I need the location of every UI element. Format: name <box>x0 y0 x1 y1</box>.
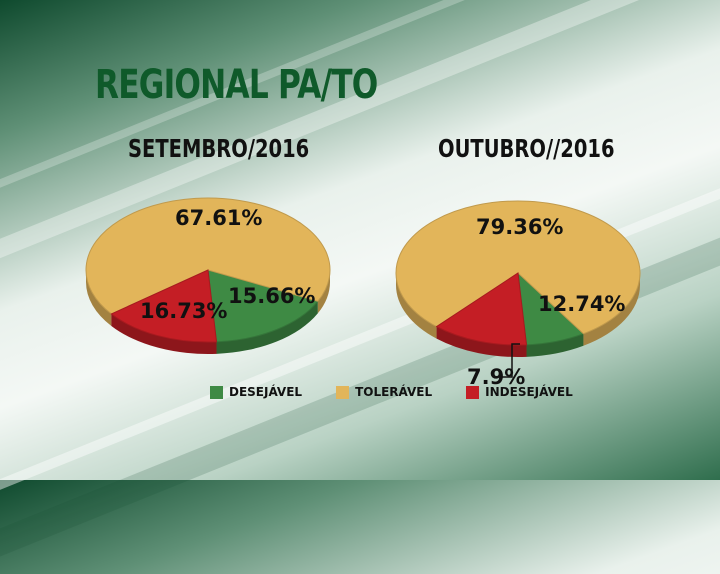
pie-slice-indesejável <box>435 272 528 346</box>
pie-slice-side-1 <box>317 270 330 314</box>
pie-slice-side-1 <box>86 270 112 326</box>
pie-slice-side-1 <box>396 273 437 339</box>
legend-label-toleravel: TOLERÁVEL <box>355 385 433 399</box>
legend-swatch-toleravel <box>336 385 350 399</box>
legend: DESEJÁVEL TOLERÁVEL INDESEJÁVEL <box>210 385 573 399</box>
legend-label-desejavel: DESEJÁVEL <box>229 385 303 399</box>
pie-slice-side-0 <box>216 301 318 354</box>
pie-slice-desejável <box>207 269 319 343</box>
pie-data-label: 12.74% <box>538 292 625 316</box>
leader-line <box>502 343 520 378</box>
legend-swatch-indesejavel <box>466 385 480 399</box>
pie-slice-side-0 <box>526 333 584 357</box>
legend-swatch-desejavel <box>210 385 223 399</box>
pie-charts: 16.73% 67.61% 15.66% 7.9% 79.36% 12.74% <box>85 197 641 389</box>
legend-item-indesejavel: INDESEJÁVEL <box>466 385 573 399</box>
pie-slice-tolerável <box>85 197 331 315</box>
pie-slice-indesejável <box>110 269 218 343</box>
pie-chart-0: 16.73% 67.61% 15.66% <box>85 197 331 354</box>
page-title: REGIONAL PA/TO <box>95 62 378 108</box>
pie-slice-side-2 <box>111 313 217 354</box>
legend-item-toleravel: TOLERÁVEL <box>336 385 432 399</box>
chart-title-setembro: SETEMBRO/2016 <box>128 134 310 163</box>
pie-data-label: 15.66% <box>228 284 315 308</box>
pie-data-label: 79.36% <box>476 215 563 239</box>
legend-label-indesejavel: INDESEJÁVEL <box>485 385 573 399</box>
legend-item-desejavel: DESEJÁVEL <box>210 385 302 399</box>
pie-chart-1: 7.9% 79.36% 12.74% <box>395 200 641 389</box>
pie-data-label: 7.9% <box>467 365 525 389</box>
pie-data-label: 67.61% <box>175 206 262 230</box>
pie-data-label: 16.73% <box>140 299 227 323</box>
pie-slice-tolerável <box>395 200 641 335</box>
chart-title-outubro: OUTUBRO//2016 <box>438 134 615 163</box>
